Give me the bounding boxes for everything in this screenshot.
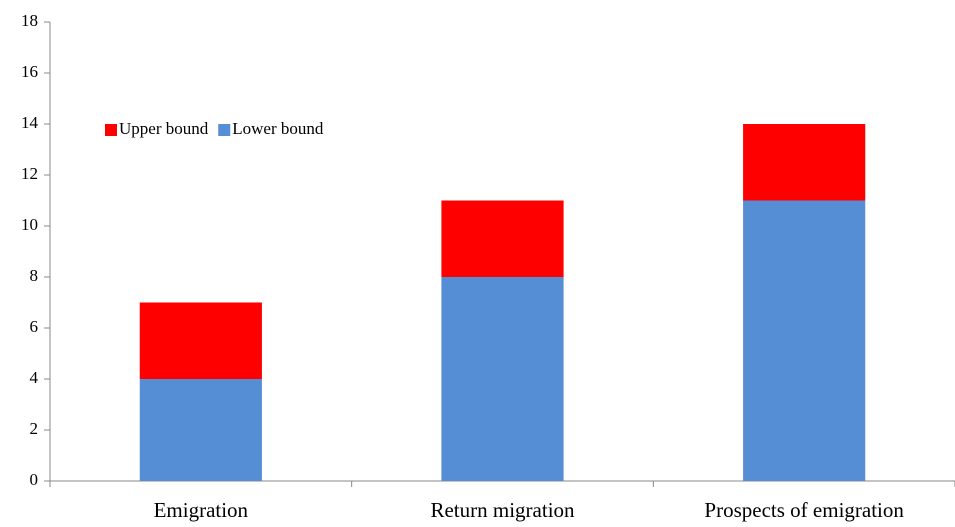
bar-segment [441, 277, 564, 481]
y-tick-label: 0 [30, 470, 39, 489]
x-tick-label: Emigration [154, 498, 249, 522]
y-tick-label: 8 [30, 266, 39, 285]
legend-label: Lower bound [232, 119, 324, 138]
y-tick-label: 18 [21, 11, 38, 30]
y-tick-label: 16 [21, 62, 38, 81]
bar-segment [139, 379, 262, 481]
y-tick-label: 12 [21, 164, 38, 183]
bar-segment [139, 302, 262, 379]
y-tick-label: 2 [30, 419, 39, 438]
legend-label: Upper bound [119, 119, 209, 138]
y-tick-label: 4 [30, 368, 39, 387]
legend-swatch [105, 124, 117, 136]
bar-segment [743, 124, 866, 201]
bar-segment [743, 200, 866, 481]
y-tick-label: 10 [21, 215, 38, 234]
bar-segment [441, 200, 564, 277]
y-tick-label: 14 [21, 113, 39, 132]
x-tick-label: Prospects of emigration [704, 498, 904, 522]
legend-swatch [218, 124, 231, 136]
x-tick-label: Return migration [430, 498, 575, 522]
y-tick-label: 6 [30, 317, 39, 336]
